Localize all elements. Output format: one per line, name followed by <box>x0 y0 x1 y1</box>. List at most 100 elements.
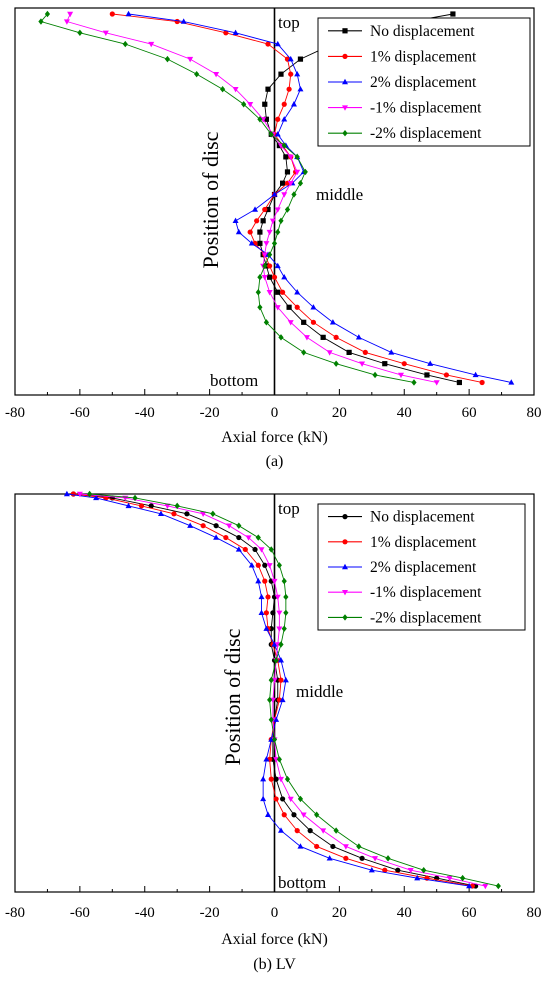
y-axis-title: Position of disc <box>198 131 223 268</box>
data-point <box>284 206 291 213</box>
x-tick-label: 40 <box>397 405 412 421</box>
legend-marker <box>342 130 348 137</box>
data-point <box>174 18 180 25</box>
x-tick-label: -20 <box>200 405 220 421</box>
data-point <box>265 206 271 213</box>
data-point <box>269 218 276 224</box>
series-line <box>73 493 473 887</box>
annotation-top: top <box>278 13 300 32</box>
data-point <box>87 490 93 498</box>
data-point <box>290 101 297 107</box>
data-point <box>508 379 515 385</box>
data-point <box>266 229 273 236</box>
data-point <box>356 843 362 850</box>
legend: No displacement 1% displacement 2% displac… <box>317 503 526 631</box>
legend-label: -1% displacement <box>370 584 482 601</box>
data-point <box>277 776 284 783</box>
x-tick-label: 60 <box>462 405 477 421</box>
data-point <box>223 534 229 541</box>
data-point <box>257 116 263 123</box>
legend-marker <box>342 614 348 621</box>
data-point <box>125 10 132 17</box>
data-point <box>236 534 242 541</box>
data-point <box>271 578 278 585</box>
data-point <box>263 610 269 616</box>
x-tick-label: 0 <box>271 405 279 421</box>
data-point <box>223 30 229 36</box>
data-point <box>265 811 272 817</box>
data-point <box>267 274 273 280</box>
figure-caption: (a) <box>266 453 284 470</box>
legend-marker <box>342 590 348 596</box>
series-line <box>66 493 470 887</box>
data-point <box>171 511 177 517</box>
data-point <box>372 856 379 862</box>
legend-marker <box>342 514 348 520</box>
data-point <box>287 320 294 326</box>
data-point <box>284 169 291 175</box>
data-point <box>275 228 281 236</box>
data-point <box>385 855 391 862</box>
x-tick-label: 0 <box>271 905 279 921</box>
data-point <box>472 371 479 378</box>
series-line <box>66 13 437 383</box>
series-line <box>89 493 499 887</box>
data-point <box>242 546 248 553</box>
data-point <box>262 562 268 568</box>
data-point <box>278 641 284 648</box>
data-point <box>200 523 206 529</box>
data-point <box>258 593 265 600</box>
x-tick-label: -20 <box>200 905 220 921</box>
data-point <box>274 305 281 311</box>
data-point <box>38 18 44 25</box>
data-point <box>359 855 365 861</box>
data-point <box>346 349 352 355</box>
data-point <box>482 883 489 890</box>
data-point <box>310 319 317 325</box>
data-point <box>283 154 289 160</box>
x-tick-label: -40 <box>135 905 155 921</box>
data-point <box>174 502 180 510</box>
data-point <box>300 812 307 818</box>
data-point <box>275 289 281 295</box>
data-point <box>148 503 154 509</box>
data-point <box>255 562 261 568</box>
data-point <box>382 361 388 367</box>
data-point <box>125 502 132 509</box>
annotation-middle: middle <box>316 185 363 204</box>
data-point <box>274 131 281 137</box>
x-tick-label: -80 <box>5 905 25 921</box>
data-point <box>241 101 247 108</box>
data-point <box>314 811 320 818</box>
data-point <box>320 334 326 340</box>
chart-panel-a: -80 -60 -40 -20 0 20 40 60 80 Axial force (kN) (a)… <box>5 7 542 470</box>
data-point <box>398 372 405 379</box>
data-point <box>411 379 417 386</box>
data-point <box>187 522 194 528</box>
data-point <box>271 240 278 247</box>
legend-label: No displacement <box>370 509 475 526</box>
data-point <box>297 795 304 803</box>
legend-label: 2% displacement <box>370 74 477 91</box>
x-tick-label: -80 <box>5 405 25 421</box>
data-point <box>278 71 284 77</box>
legend-label: 1% displacement <box>370 534 477 551</box>
data-point <box>258 547 265 553</box>
data-point <box>138 503 145 509</box>
legend-label: -1% displacement <box>370 100 482 117</box>
data-point <box>355 334 362 340</box>
data-point <box>63 19 70 25</box>
data-point <box>263 625 270 631</box>
legend-label: 2% displacement <box>370 559 477 576</box>
data-point <box>274 40 281 47</box>
data-point <box>424 372 430 378</box>
data-point <box>281 625 287 632</box>
data-point <box>275 116 281 122</box>
data-point <box>187 56 194 63</box>
series-5 <box>87 490 501 890</box>
data-point <box>184 511 190 517</box>
data-point <box>267 696 273 704</box>
x-tick-label: 80 <box>527 405 542 421</box>
data-point <box>333 334 339 340</box>
